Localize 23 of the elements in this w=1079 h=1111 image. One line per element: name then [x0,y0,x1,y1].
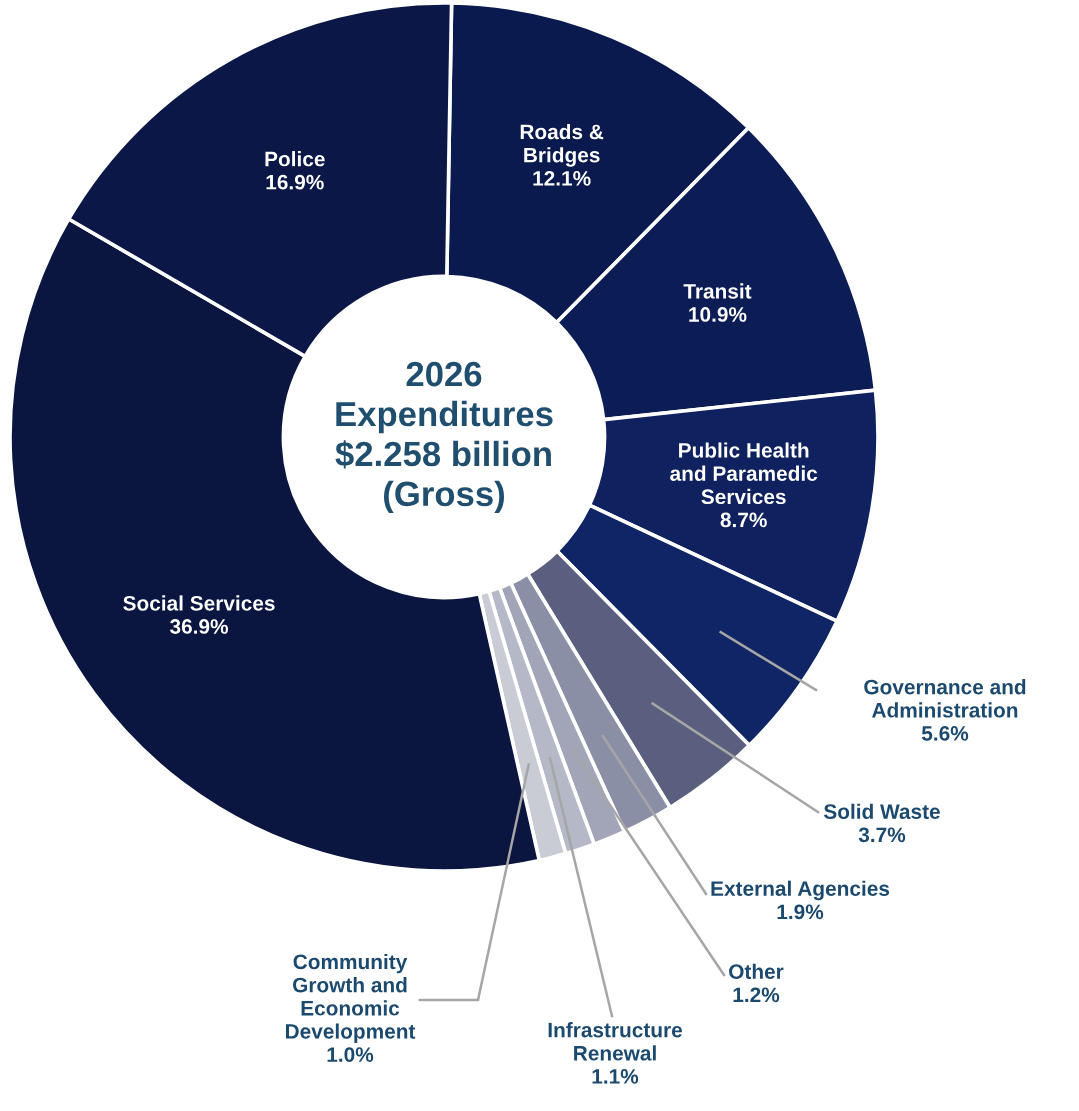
data-label: 1.9% [777,904,824,920]
slice-label: Police [265,151,325,167]
data-label: 36.9% [169,619,229,634]
slice-label: Community Growth and Economic Development [285,953,416,1043]
slice-label: Infrastructure Renewal [548,1022,683,1061]
data-label: 16.9% [266,174,324,190]
slice-label: Governance and Administration [864,679,1026,718]
slice-label: External Agencies [711,880,890,901]
slice-label: Transit [683,283,752,299]
text: 2026 Expenditures $2.258 billion (Gross) [335,361,553,514]
slice-label: Other [729,963,784,979]
slice-label: Solid Waste [823,803,940,819]
data-label: 12.1% [533,170,591,186]
data-label: 1.0% [327,1047,374,1062]
data-label: 8.7% [720,512,767,528]
data-label: 1.1% [592,1069,639,1084]
slice-label: Social Services [123,595,275,611]
data-label: 3.7% [858,827,906,843]
slice-label: Roads & Bridges [520,123,604,167]
data-label: 1.2% [733,987,780,1003]
data-label: 5.6% [921,726,969,741]
slice-label: Public Health and Paramedic Services [670,442,818,505]
data-label: 10.9% [689,307,747,322]
